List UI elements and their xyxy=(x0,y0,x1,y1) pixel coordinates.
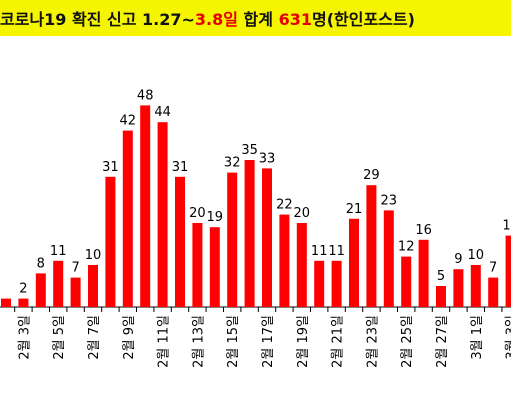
data-label: 2 xyxy=(19,282,27,297)
bar xyxy=(209,227,220,307)
bar xyxy=(70,277,81,307)
bar xyxy=(53,260,64,307)
data-label: 11 xyxy=(328,244,345,259)
data-label: 21 xyxy=(346,202,363,217)
bar xyxy=(35,273,46,307)
data-label: 22 xyxy=(276,198,293,213)
bar xyxy=(88,265,98,307)
data-label: 7 xyxy=(489,261,497,276)
data-label: 33 xyxy=(259,151,276,166)
data-label: 11 xyxy=(50,244,67,259)
bar xyxy=(505,235,511,307)
data-label: 31 xyxy=(172,160,189,175)
bar xyxy=(262,168,272,307)
title-prefix: 코로나19 확진 신고 1.27~ xyxy=(0,10,195,29)
bar xyxy=(331,260,342,307)
bar xyxy=(296,223,307,307)
tick-label: 2월 23일 xyxy=(365,315,380,368)
data-label: 5 xyxy=(437,269,445,284)
tick-label: 2월 5일 xyxy=(52,315,67,360)
bar xyxy=(122,130,133,307)
tick-label: 2월 25일 xyxy=(400,315,415,368)
data-label: 17 xyxy=(502,219,511,234)
tick-label: 2월 19일 xyxy=(296,315,311,368)
data-label: 20 xyxy=(189,206,206,221)
title-total-value: 631 xyxy=(278,10,312,29)
bar xyxy=(314,260,325,307)
data-label: 9 xyxy=(454,252,462,267)
data-label: 48 xyxy=(137,88,154,103)
data-label: 35 xyxy=(241,143,258,158)
bar xyxy=(157,122,168,307)
title-total-label: 합계 xyxy=(237,10,279,29)
data-label: 44 xyxy=(154,105,171,120)
tick-label: 2월 9일 xyxy=(122,315,137,360)
bar xyxy=(453,269,464,307)
bar xyxy=(18,298,29,307)
tick-label: 2월 17일 xyxy=(261,315,276,368)
data-label: 10 xyxy=(468,248,485,263)
data-label: 8 xyxy=(37,256,45,271)
bar xyxy=(140,105,151,308)
tick-label: 3월 3일 xyxy=(505,315,511,360)
data-label: 16 xyxy=(415,223,432,238)
bar xyxy=(366,185,377,307)
bar xyxy=(401,256,412,307)
bar xyxy=(1,298,11,307)
data-label: 31 xyxy=(102,160,119,175)
chart-title: 코로나19 확진 신고 1.27~3.8일 합계 631명(한인포스트) xyxy=(0,6,415,30)
data-label: 20 xyxy=(294,206,311,221)
tick-label: 2월 15일 xyxy=(226,315,241,368)
bar xyxy=(383,210,394,307)
data-label: 23 xyxy=(381,193,398,208)
tick-label: 3월 1일 xyxy=(470,315,485,360)
bar xyxy=(192,223,203,307)
bar xyxy=(227,172,238,307)
tick-label: 2월 27일 xyxy=(435,315,450,368)
bar xyxy=(470,265,481,307)
bar xyxy=(105,176,116,307)
bar xyxy=(436,286,446,307)
title-banner: 코로나19 확진 신고 1.27~3.8일 합계 631명(한인포스트) xyxy=(0,0,511,36)
tick-label: 2월 7일 xyxy=(87,315,102,360)
data-label: 12 xyxy=(398,240,415,255)
bar xyxy=(349,218,359,307)
bar xyxy=(418,239,429,307)
tick-label: 2월 13일 xyxy=(191,315,206,368)
tick-label: 2월 11일 xyxy=(157,315,172,368)
data-label: 29 xyxy=(363,168,380,183)
data-label: 7 xyxy=(71,261,79,276)
bar xyxy=(488,277,499,307)
bar xyxy=(175,176,185,307)
title-end-date: 3.8일 xyxy=(194,10,238,29)
title-suffix: 명(한인포스트) xyxy=(311,10,415,29)
bar xyxy=(244,160,255,307)
tick-label: 2월 3일 xyxy=(17,315,32,360)
data-label: 42 xyxy=(120,114,137,129)
data-label: 19 xyxy=(207,210,224,225)
data-label: 11 xyxy=(311,244,328,259)
bar xyxy=(279,214,290,307)
data-label: 10 xyxy=(85,248,102,263)
tick-label: 2월 21일 xyxy=(331,315,346,368)
data-label: 32 xyxy=(224,156,241,171)
